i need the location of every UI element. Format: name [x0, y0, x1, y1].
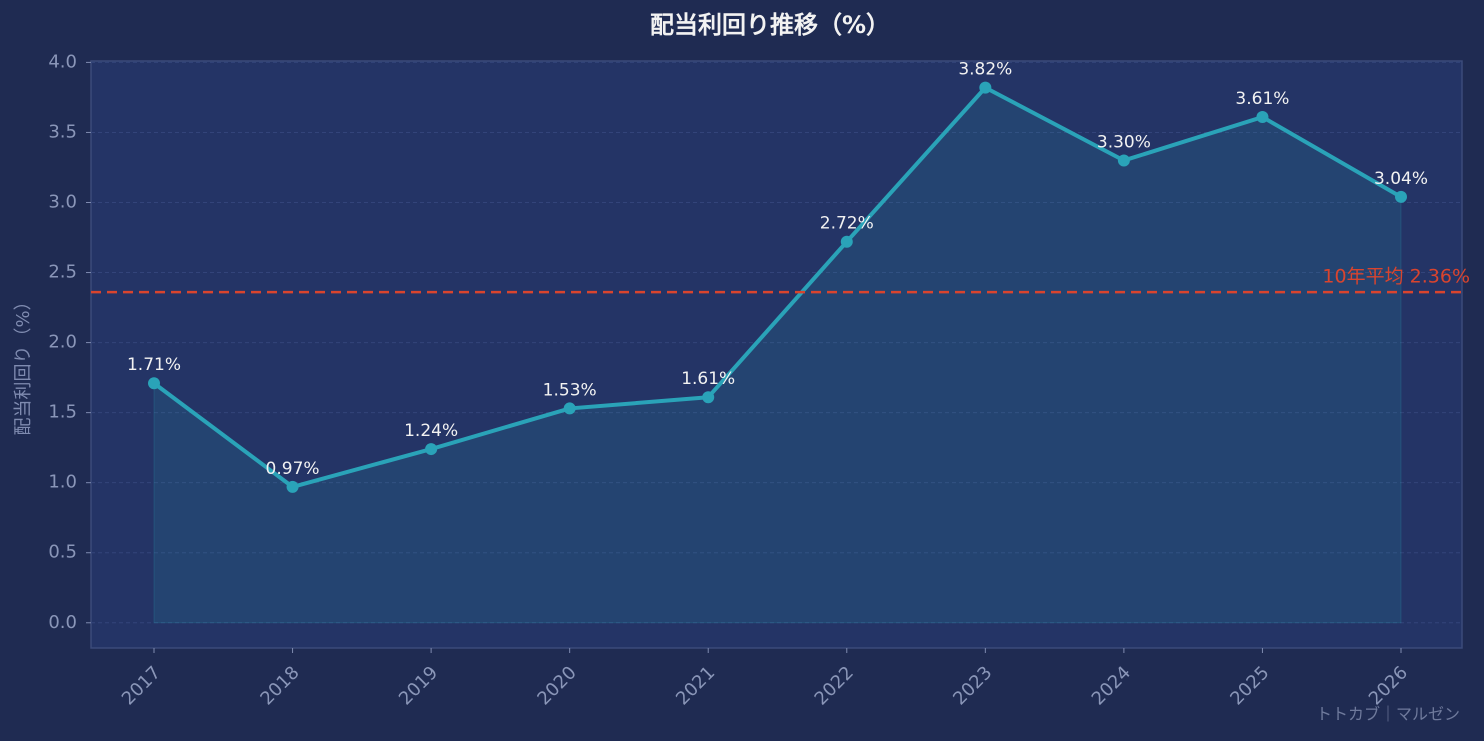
y-tick-label: 2.5	[48, 262, 77, 283]
y-axis-label: 配当利回り（%）	[13, 292, 34, 435]
line	[152, 85, 1402, 489]
plot-area	[90, 60, 1463, 649]
point	[702, 391, 715, 404]
point	[286, 480, 299, 493]
value-label: 1.61%	[681, 369, 735, 389]
point	[1256, 111, 1269, 124]
point	[425, 443, 438, 456]
y-tick-label: 0.5	[48, 542, 77, 563]
point	[563, 402, 576, 415]
y-tick-label: 3.5	[48, 121, 77, 142]
y-tick-label: 2.0	[48, 332, 77, 353]
value-label: 3.04%	[1374, 169, 1428, 189]
point	[1395, 190, 1407, 203]
value-label: 3.82%	[958, 60, 1012, 80]
point	[840, 235, 853, 248]
point	[148, 377, 160, 390]
point	[979, 81, 992, 94]
y-tick-label: 1.5	[48, 402, 77, 423]
y-tick-label: 0.0	[48, 612, 77, 633]
y-tick-label: 4.0	[48, 51, 77, 72]
y-tick-label: 3.0	[48, 191, 77, 212]
value-label: 1.53%	[543, 380, 597, 400]
average-label: 10年平均 2.36%	[1322, 266, 1470, 288]
watermark: トトカブ｜マルゼン	[1316, 705, 1460, 724]
value-label: 1.71%	[127, 355, 181, 375]
chart-title: 配当利回り推移（%）	[650, 11, 890, 39]
value-label: 3.30%	[1097, 132, 1151, 152]
value-label: 1.24%	[404, 421, 458, 441]
point	[1117, 154, 1130, 167]
value-label: 0.97%	[266, 459, 320, 479]
value-label: 3.61%	[1235, 89, 1289, 109]
value-label: 2.72%	[820, 214, 874, 234]
y-tick-label: 1.0	[48, 472, 77, 493]
